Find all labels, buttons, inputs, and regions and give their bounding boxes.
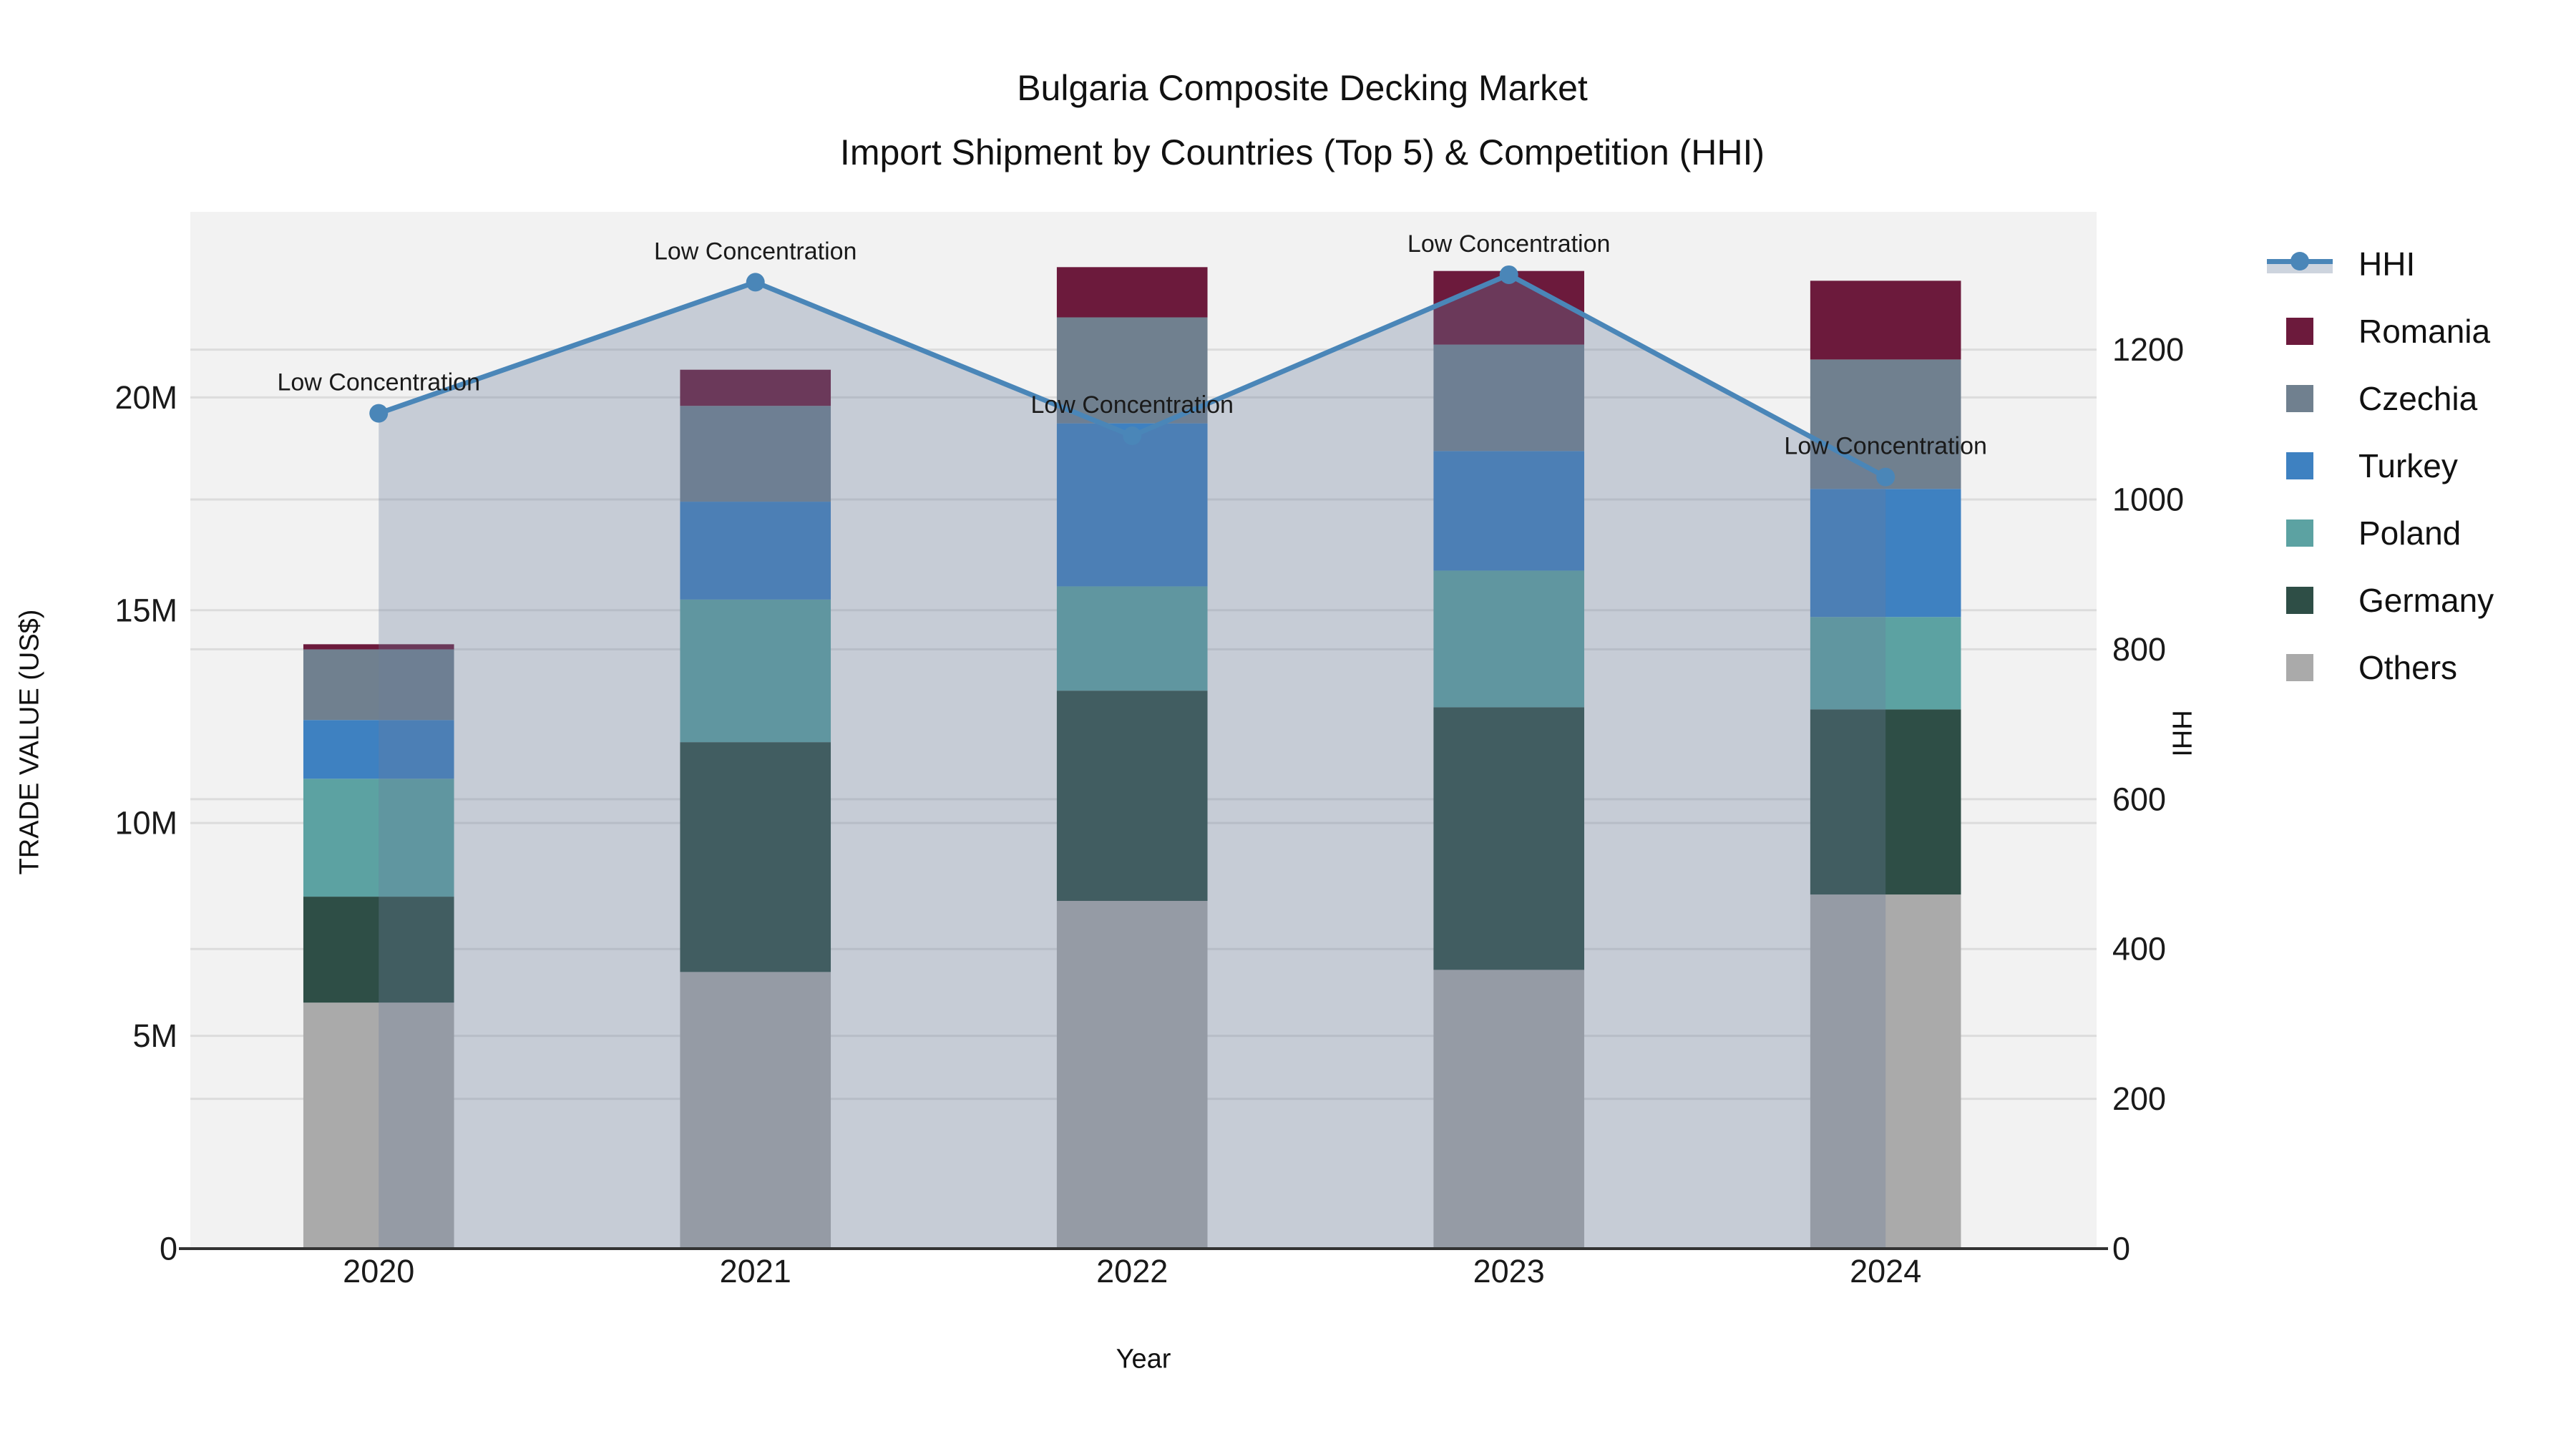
bar-segment-poland-2022 bbox=[1056, 586, 1208, 691]
hhi-point-2024 bbox=[1876, 467, 1896, 487]
hhi-point-2021 bbox=[746, 273, 765, 292]
right-tick-label-800: 800 bbox=[2112, 631, 2166, 668]
legend: HHI Romania Czechia Turkey Poland Germany Othe… bbox=[2260, 230, 2494, 701]
right-tick-label-1000: 1000 bbox=[2112, 482, 2184, 518]
annotation-2023: Low Concentration bbox=[1407, 230, 1611, 258]
annotation-2024: Low Concentration bbox=[1784, 433, 1987, 460]
chart-title-line2: Import Shipment by Countries (Top 5) & C… bbox=[839, 132, 1765, 172]
legend-color-swatch-turkey bbox=[2286, 452, 2313, 479]
bar-segment-turkey-2024 bbox=[1810, 489, 1961, 618]
legend-swatch-cell bbox=[2260, 587, 2340, 614]
bar-segment-others-2022 bbox=[1056, 901, 1208, 1249]
left-tick-label-10M: 10M bbox=[114, 805, 177, 841]
hhi-point-2022 bbox=[1123, 426, 1142, 446]
x-tick-label-2022: 2022 bbox=[1096, 1253, 1168, 1289]
bar-segment-poland-2021 bbox=[680, 599, 831, 743]
bar-segment-czechia-2020 bbox=[303, 649, 454, 721]
legend-item-romania: Romania bbox=[2260, 298, 2494, 365]
bar-segment-turkey-2023 bbox=[1433, 451, 1584, 571]
left-tick-label-5M: 5M bbox=[132, 1018, 177, 1054]
legend-item-hhi: HHI bbox=[2260, 230, 2494, 298]
bar-segment-others-2020 bbox=[303, 1002, 454, 1249]
hhi-area-fill bbox=[379, 274, 1886, 1249]
legend-swatch-cell bbox=[2260, 385, 2340, 412]
legend-item-poland: Poland bbox=[2260, 499, 2494, 567]
left-tick-label-20M: 20M bbox=[114, 379, 177, 416]
bar-segment-poland-2023 bbox=[1433, 570, 1584, 708]
left-axis-title: TRADE VALUE (US$) bbox=[14, 609, 45, 875]
legend-item-germany: Germany bbox=[2260, 567, 2494, 634]
legend-label-others: Others bbox=[2358, 649, 2458, 686]
right-tick-label-400: 400 bbox=[2112, 931, 2166, 967]
annotation-2020: Low Concentration bbox=[277, 369, 480, 396]
bar-segment-others-2021 bbox=[680, 972, 831, 1249]
annotation-2022: Low Concentration bbox=[1030, 391, 1234, 419]
bar-segment-turkey-2021 bbox=[680, 502, 831, 600]
left-tick-label-0: 0 bbox=[160, 1231, 177, 1267]
chart-title: Bulgaria Composite Decking Market Import… bbox=[840, 56, 1765, 185]
legend-item-turkey: Turkey bbox=[2260, 432, 2494, 499]
bar-segment-turkey-2022 bbox=[1056, 423, 1208, 587]
bar-segment-germany-2020 bbox=[303, 897, 454, 1003]
bar-segment-romania-2022 bbox=[1056, 267, 1208, 318]
right-tick-label-200: 200 bbox=[2112, 1080, 2166, 1117]
x-tick-label-2020: 2020 bbox=[343, 1253, 414, 1289]
bar-segment-czechia-2021 bbox=[680, 406, 831, 502]
bar-segment-czechia-2022 bbox=[1056, 317, 1208, 424]
hhi-point-2023 bbox=[1499, 265, 1518, 284]
legend-swatch-cell bbox=[2260, 519, 2340, 547]
legend-label-germany: Germany bbox=[2358, 582, 2494, 619]
bar-segment-turkey-2020 bbox=[303, 720, 454, 779]
x-tick-label-2021: 2021 bbox=[720, 1253, 791, 1289]
bar-segment-romania-2020 bbox=[303, 644, 454, 650]
left-tick-label-15M: 15M bbox=[114, 592, 177, 628]
legend-swatch-cell bbox=[2260, 452, 2340, 479]
legend-label-turkey: Turkey bbox=[2358, 447, 2458, 484]
legend-label-poland: Poland bbox=[2358, 514, 2462, 552]
legend-item-czechia: Czechia bbox=[2260, 365, 2494, 432]
hhi-marker-glyph bbox=[2290, 252, 2309, 270]
right-tick-label-1200: 1200 bbox=[2112, 331, 2184, 368]
legend-label-hhi: HHI bbox=[2358, 245, 2416, 283]
legend-color-swatch-poland bbox=[2286, 519, 2313, 547]
x-tick-label-2024: 2024 bbox=[1850, 1253, 1921, 1289]
legend-swatch-cell bbox=[2260, 252, 2340, 273]
legend-color-swatch-others bbox=[2286, 654, 2313, 681]
legend-swatch-cell bbox=[2260, 318, 2340, 345]
hhi-line-swatch-icon bbox=[2267, 252, 2333, 273]
bar-segment-others-2024 bbox=[1810, 894, 1961, 1249]
bar-segment-czechia-2023 bbox=[1433, 344, 1584, 452]
right-tick-label-600: 600 bbox=[2112, 781, 2166, 817]
legend-color-swatch-czechia bbox=[2286, 385, 2313, 412]
bar-segment-germany-2021 bbox=[680, 742, 831, 972]
bar-segment-germany-2022 bbox=[1056, 691, 1208, 902]
hhi-point-2020 bbox=[369, 404, 389, 423]
chart-title-line1: Bulgaria Composite Decking Market bbox=[1017, 68, 1588, 108]
bar-segment-poland-2020 bbox=[303, 779, 454, 897]
bar-segment-germany-2023 bbox=[1433, 707, 1584, 970]
bar-segment-poland-2024 bbox=[1810, 617, 1961, 710]
x-axis-title: Year bbox=[1116, 1344, 1171, 1375]
legend-swatch-cell bbox=[2260, 654, 2340, 681]
legend-label-romania: Romania bbox=[2358, 313, 2491, 350]
bar-segment-romania-2024 bbox=[1810, 280, 1961, 360]
bar-segment-germany-2024 bbox=[1810, 709, 1961, 895]
x-tick-label-2023: 2023 bbox=[1473, 1253, 1545, 1289]
bar-segment-romania-2021 bbox=[680, 369, 831, 406]
right-tick-label-0: 0 bbox=[2112, 1231, 2130, 1267]
bar-segment-others-2023 bbox=[1433, 970, 1584, 1249]
bar-segment-czechia-2024 bbox=[1810, 359, 1961, 489]
legend-color-swatch-romania bbox=[2286, 318, 2313, 345]
legend-color-swatch-germany bbox=[2286, 587, 2313, 614]
annotation-2021: Low Concentration bbox=[654, 238, 857, 265]
legend-label-czechia: Czechia bbox=[2358, 380, 2478, 417]
right-axis-title: HHI bbox=[2166, 710, 2197, 757]
legend-item-others: Others bbox=[2260, 634, 2494, 701]
